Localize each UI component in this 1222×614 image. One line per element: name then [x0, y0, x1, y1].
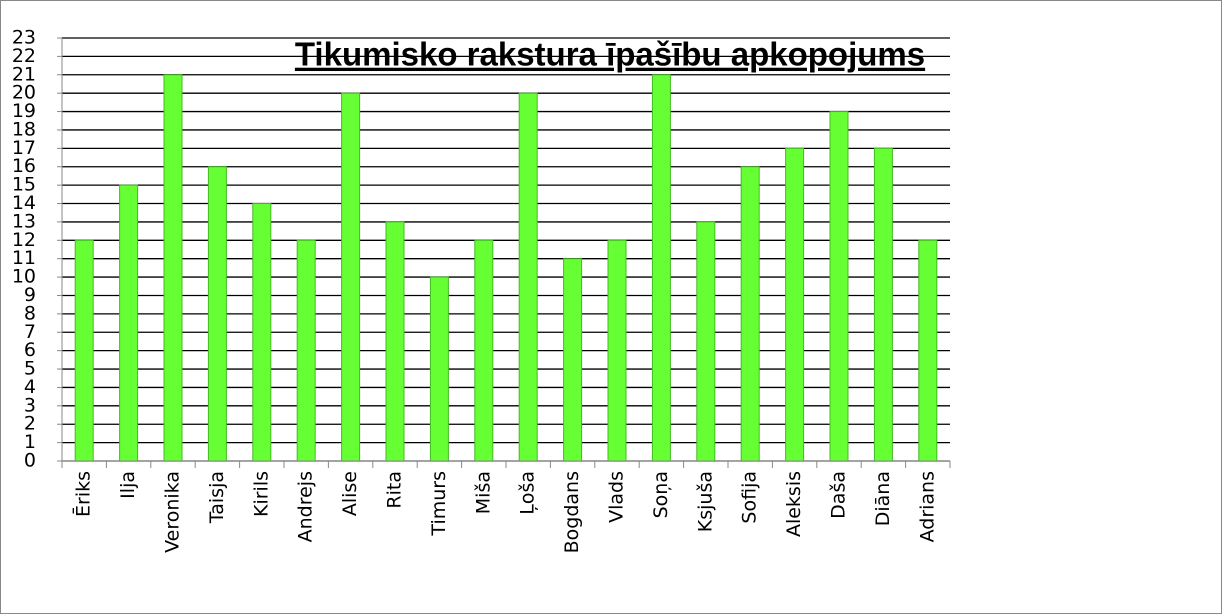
x-tick-label: Ļoša: [517, 471, 539, 515]
y-tick-label: 8: [24, 302, 36, 324]
x-tick-label: Sofija: [739, 471, 761, 524]
y-tick-label: 1: [24, 431, 36, 453]
bar: [74, 239, 94, 462]
y-tick-label: 18: [12, 118, 36, 140]
x-tick-label: Alise: [339, 471, 361, 516]
x-tick-label: Soņa: [650, 471, 672, 518]
bar: [341, 92, 361, 462]
y-tick-label: 13: [12, 210, 36, 232]
bar: [829, 111, 849, 462]
x-tick-label: Veronika: [162, 471, 184, 553]
y-tick-label: 15: [12, 174, 36, 196]
y-tick-label: 12: [12, 229, 36, 251]
bar: [785, 147, 805, 462]
bar: [651, 74, 671, 462]
x-tick-label: Daša: [828, 471, 850, 519]
x-tick-label: Ēriks: [71, 471, 95, 517]
bar: [252, 203, 272, 462]
x-tick-label: Miša: [472, 471, 494, 514]
bar: [563, 258, 583, 462]
x-tick-label: Timurs: [428, 471, 450, 537]
y-tick-label: 10: [12, 266, 36, 288]
y-tick-label: 16: [12, 155, 36, 177]
x-tick-label: Aleksis: [783, 471, 805, 537]
bar: [607, 239, 627, 462]
x-tick-label: Ksjuša: [694, 471, 716, 532]
x-tick-label: Rita: [384, 471, 406, 509]
y-tick-label: 0: [24, 450, 36, 472]
y-tick-label: 5: [24, 358, 36, 380]
bar: [696, 221, 716, 462]
y-tick-label: 20: [12, 82, 36, 104]
chart-title: Tikumisko rakstura īpašību apkopojums: [295, 36, 925, 73]
x-tick-label: Taisja: [206, 471, 228, 524]
y-tick-label: 14: [12, 192, 36, 214]
x-tick-label: Kirils: [250, 471, 272, 517]
bar: [385, 221, 405, 462]
y-tick-label: 9: [24, 284, 36, 306]
bar: [207, 166, 227, 462]
y-tick-label: 19: [12, 100, 36, 122]
y-tick-label: 21: [12, 63, 36, 85]
bar: [518, 92, 538, 462]
y-tick-label: 23: [12, 27, 36, 49]
y-tick-label: 22: [12, 45, 36, 67]
y-tick-label: 3: [24, 394, 36, 416]
x-tick-label: Diāna: [872, 471, 894, 526]
bar: [119, 184, 139, 462]
y-tick-label: 4: [24, 376, 36, 398]
bar: [918, 239, 938, 462]
x-tick-label: Ilja: [117, 471, 139, 499]
y-tick-label: 6: [24, 339, 36, 361]
bar: [429, 276, 449, 462]
y-tick-label: 17: [12, 137, 36, 159]
y-tick-label: 7: [24, 321, 36, 343]
y-tick-label: 2: [24, 413, 36, 435]
bar: [296, 239, 316, 462]
bar: [474, 239, 494, 462]
x-tick-label: Adrians: [916, 471, 938, 542]
bar: [163, 74, 183, 462]
x-tick-label: Bogdans: [561, 471, 583, 553]
x-tick-label: Vlads: [606, 471, 628, 523]
y-tick-label: 11: [12, 247, 36, 269]
bar: [740, 166, 760, 462]
bar: [873, 147, 893, 462]
x-tick-label: Andrejs: [295, 471, 317, 542]
